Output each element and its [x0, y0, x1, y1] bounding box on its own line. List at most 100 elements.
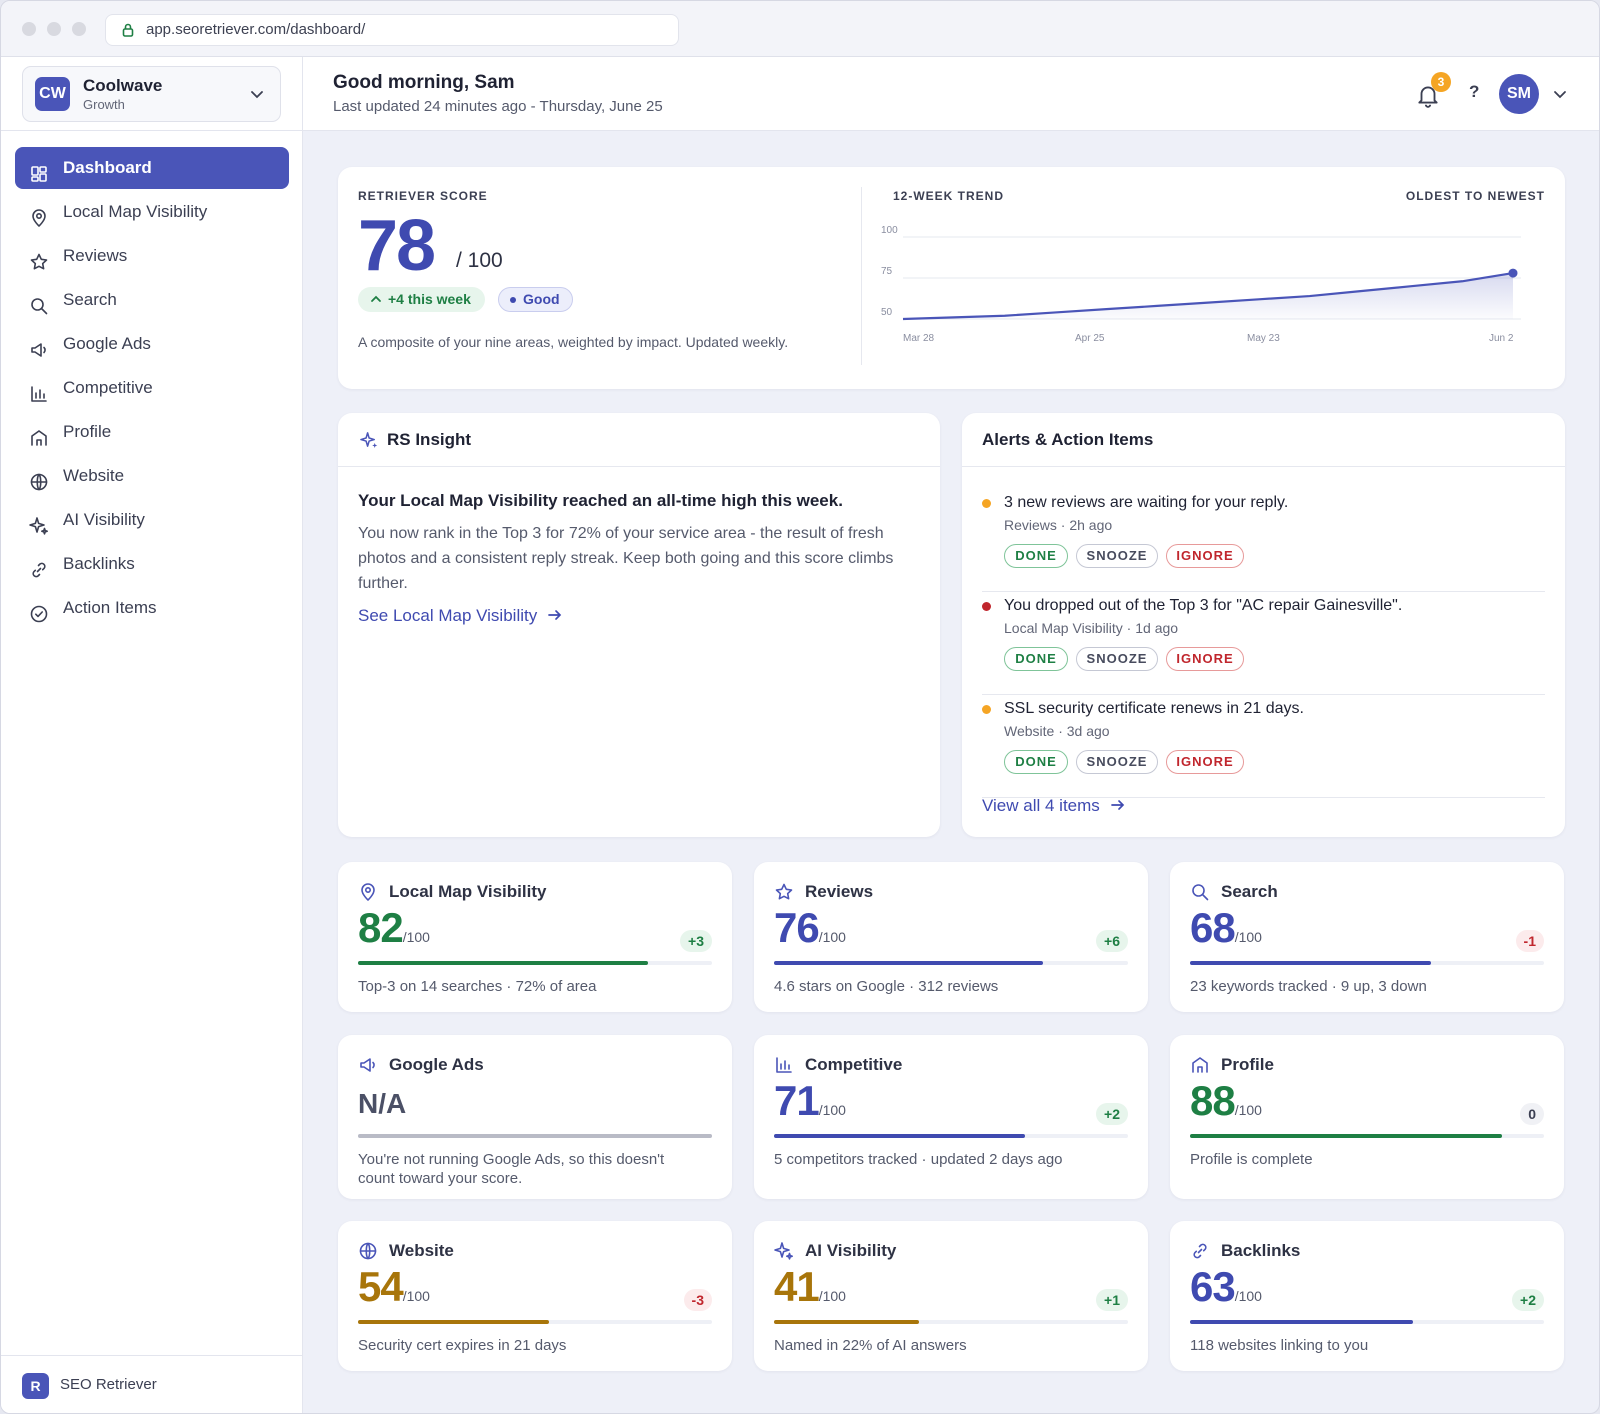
sidebar-item-local-map-visibility[interactable]: Local Map Visibility	[15, 191, 289, 233]
check-circle-icon	[30, 605, 48, 623]
top-bar: Good morning, Sam Last updated 24 minute…	[303, 57, 1599, 131]
alerts-header: Alerts & Action Items	[962, 413, 1565, 467]
metric-card-google-ads[interactable]: Google Ads N/A You're not running Google A…	[338, 1035, 732, 1199]
metric-card-backlinks[interactable]: Backlinks 63/100 +2 118 websites linking to…	[1170, 1221, 1564, 1371]
bell-icon[interactable]	[1415, 82, 1441, 108]
metric-score: 76	[774, 904, 820, 951]
metric-change-badge: +6	[1096, 930, 1128, 952]
metric-value: 76/100	[774, 904, 846, 952]
sidebar-item-label: Competitive	[63, 378, 153, 397]
nav-icon-wrap	[29, 158, 49, 182]
star-icon	[775, 883, 793, 900]
done-button[interactable]: DONE	[1004, 544, 1068, 568]
sidebar-item-ai-visibility[interactable]: AI Visibility	[15, 499, 289, 541]
metric-description: Security cert expires in 21 days	[358, 1337, 567, 1354]
metric-progress-fill	[358, 961, 649, 965]
metric-progress-track	[774, 961, 1128, 965]
metric-card-local-map-visibility[interactable]: Local Map Visibility 82/100 +3 Top-3 on 14 …	[338, 862, 732, 1012]
metric-suffix: /100	[1234, 1288, 1262, 1304]
sidebar-item-competitive[interactable]: Competitive	[15, 367, 289, 409]
window-minimize-dot[interactable]	[47, 22, 61, 36]
chevron-down-icon[interactable]	[1553, 87, 1567, 101]
view-all-label: View all 4 items	[982, 796, 1100, 815]
metric-card-website[interactable]: Website 54/100 -3 Security cert expires in …	[338, 1221, 732, 1371]
metric-progress-fill	[358, 1134, 712, 1138]
score-out-of: / 100	[456, 249, 503, 272]
arrow-right-icon	[1110, 800, 1124, 810]
sidebar-item-action-items[interactable]: Action Items	[15, 587, 289, 629]
sparkle-icon	[360, 432, 378, 449]
metric-score: 63	[1190, 1263, 1236, 1310]
alert-meta: Website · 3d ago	[1004, 723, 1110, 739]
metric-card-ai-visibility[interactable]: AI Visibility 41/100 +1 Named in 22% of AI …	[754, 1221, 1148, 1371]
window-maximize-dot[interactable]	[72, 22, 86, 36]
metric-suffix: /100	[402, 1288, 430, 1304]
metric-progress-fill	[1190, 1320, 1414, 1324]
org-logo: CW	[35, 77, 70, 111]
metric-progress-fill	[774, 1320, 920, 1324]
sidebar-item-website[interactable]: Website	[15, 455, 289, 497]
ignore-button[interactable]: IGNORE	[1166, 647, 1244, 671]
metric-title: Google Ads	[389, 1055, 484, 1074]
sidebar-item-label: Local Map Visibility	[63, 202, 208, 221]
sparkle-icon	[29, 517, 48, 535]
alert-bullet	[982, 602, 991, 611]
sidebar-item-label: Backlinks	[63, 554, 135, 573]
sidebar-item-search[interactable]: Search	[15, 279, 289, 321]
snooze-button[interactable]: SNOOZE	[1076, 750, 1158, 774]
sidebar-item-profile[interactable]: Profile	[15, 411, 289, 453]
sidebar-item-reviews[interactable]: Reviews	[15, 235, 289, 277]
metric-icon-wrap	[774, 1055, 794, 1075]
score-label: RETRIEVER SCORE	[358, 189, 488, 203]
see-local-map-link[interactable]: See Local Map Visibility	[358, 606, 562, 626]
sidebar-item-label: Dashboard	[63, 158, 152, 177]
done-button[interactable]: DONE	[1004, 750, 1068, 774]
metric-suffix: /100	[818, 929, 846, 945]
metric-suffix: /100	[818, 1288, 846, 1304]
greeting: Good morning, Sam	[333, 72, 515, 93]
y-tick-label: 50	[881, 307, 893, 318]
done-button[interactable]: DONE	[1004, 647, 1068, 671]
metric-suffix: /100	[1234, 929, 1262, 945]
snooze-button[interactable]: SNOOZE	[1076, 647, 1158, 671]
alert-message: SSL security certificate renews in 21 da…	[1004, 700, 1304, 717]
alerts-card: Alerts & Action Items 3 new reviews are …	[962, 413, 1565, 837]
metric-card-reviews[interactable]: Reviews 76/100 +6 4.6 stars on Google · 312…	[754, 862, 1148, 1012]
nav-icon-wrap	[29, 202, 49, 227]
ignore-button[interactable]: IGNORE	[1166, 750, 1244, 774]
sidebar-item-google-ads[interactable]: Google Ads	[15, 323, 289, 365]
map-pin-icon	[361, 883, 375, 901]
search-icon	[1192, 884, 1209, 901]
metric-score: 41	[774, 1263, 820, 1310]
alert-item: You dropped out of the Top 3 for "AC rep…	[982, 591, 1545, 695]
link-icon	[32, 562, 46, 578]
sidebar-item-backlinks[interactable]: Backlinks	[15, 543, 289, 585]
metric-value: 68/100	[1190, 904, 1262, 952]
sparkle-icon	[774, 1242, 793, 1260]
avatar[interactable]: SM	[1499, 74, 1539, 114]
sidebar-item-label: Profile	[63, 422, 112, 441]
score-status-badge: Good	[498, 287, 573, 312]
window-close-dot[interactable]	[22, 22, 36, 36]
address-bar[interactable]: app.seoretriever.com/dashboard/	[105, 14, 679, 46]
trend-latest-point	[1508, 268, 1518, 278]
metric-card-profile[interactable]: Profile 88/100 0 Profile is complete	[1170, 1035, 1564, 1199]
metric-title: Search	[1221, 882, 1278, 901]
snooze-button[interactable]: SNOOZE	[1076, 544, 1158, 568]
metric-progress-fill	[774, 1134, 1026, 1138]
metric-change-badge: -1	[1515, 930, 1544, 952]
insight-header: RS Insight	[338, 413, 940, 467]
alert-bullet	[982, 705, 991, 714]
alert-meta: Reviews · 2h ago	[1004, 517, 1113, 533]
view-all-items-link[interactable]: View all 4 items	[982, 796, 1125, 816]
metric-icon-wrap	[1190, 1241, 1210, 1261]
org-switcher[interactable]: CW Coolwave Growth	[22, 66, 281, 122]
metric-card-search[interactable]: Search 68/100 -1 23 keywords tracked · 9 up…	[1170, 862, 1564, 1012]
trend-order-label: OLDEST TO NEWEST	[1405, 189, 1545, 203]
sidebar-item-dashboard[interactable]: Dashboard	[15, 147, 289, 189]
sidebar-item-label: AI Visibility	[63, 510, 145, 529]
help-button[interactable]: ?	[1469, 82, 1480, 101]
metric-card-competitive[interactable]: Competitive 71/100 +2 5 competitors tracked…	[754, 1035, 1148, 1199]
ignore-button[interactable]: IGNORE	[1166, 544, 1244, 568]
sidebar-item-label: Website	[63, 466, 125, 485]
